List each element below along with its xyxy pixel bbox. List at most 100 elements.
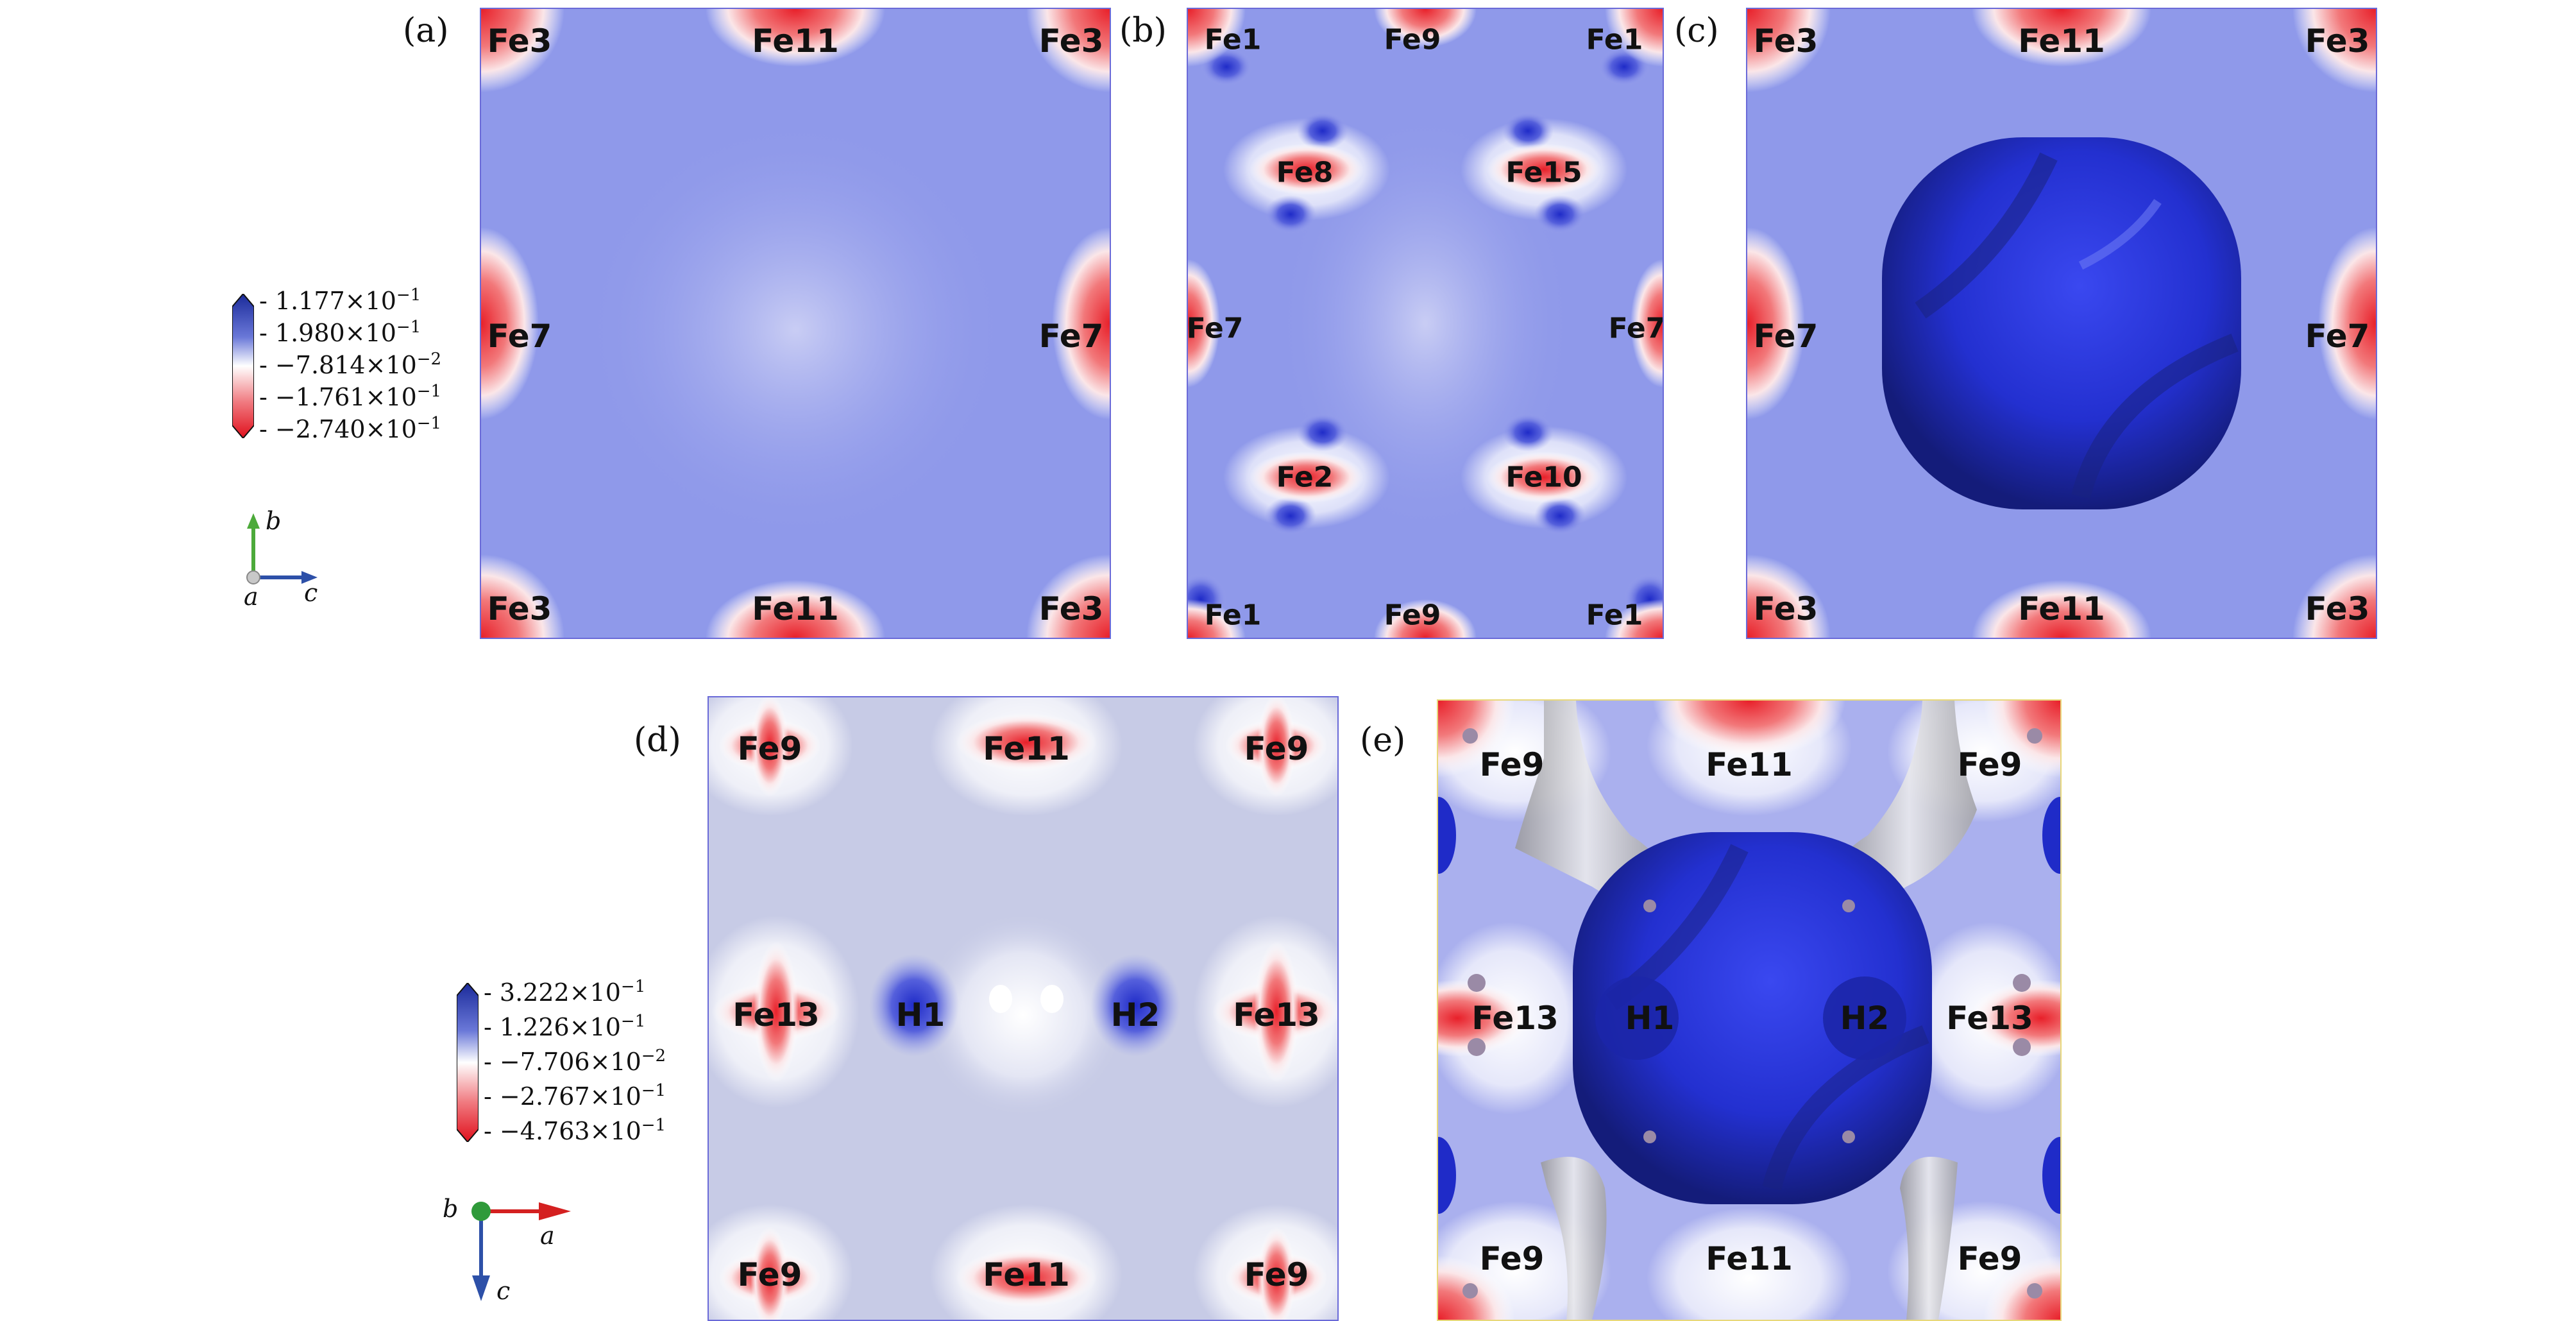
colorbar-bottom-tick: - −4.763×10−1 — [484, 1116, 666, 1145]
tick-mantissa: −7.814 — [275, 350, 366, 379]
atom-label: Fe13 — [1946, 1000, 2033, 1037]
atom-label: Fe15 — [1505, 156, 1582, 189]
grey-isosurface — [1541, 1157, 1607, 1320]
axis-c-label: c — [304, 579, 318, 607]
tick-exp: −1 — [416, 414, 442, 434]
tick-mantissa: −2.767 — [499, 1082, 590, 1111]
tick-mantissa: 1.226 — [499, 1012, 570, 1041]
panel-e-letter: (e) — [1360, 721, 1406, 760]
tick-exp: −1 — [620, 977, 646, 997]
atom-label: Fe9 — [1957, 746, 2022, 783]
panel-e-map: Fe9 Fe11 Fe9 Fe13 H1 H2 Fe13 Fe9 Fe11 Fe… — [1437, 699, 2062, 1321]
atom-label: Fe7 — [2305, 318, 2370, 355]
atom-label: Fe9 — [1957, 1240, 2022, 1277]
panel-b-contour — [1188, 9, 1663, 638]
atom-label: Fe3 — [1753, 22, 1818, 60]
isosurface — [1882, 137, 2241, 509]
axis-b-label: b — [443, 1195, 459, 1223]
axis-b-label: b — [266, 507, 282, 535]
atom-label: Fe3 — [487, 22, 552, 60]
atom-label: Fe9 — [1384, 23, 1441, 56]
atom-label: Fe8 — [1276, 156, 1334, 189]
atom-label: Fe7 — [1038, 318, 1104, 355]
panel-b-letter: (b) — [1119, 12, 1167, 50]
atom-label: Fe9 — [1384, 599, 1441, 632]
panel-e-contour — [1438, 701, 2060, 1320]
atom-label: Fe9 — [1244, 1256, 1309, 1293]
atom-label: Fe1 — [1586, 23, 1643, 56]
atom-label: Fe7 — [487, 318, 552, 355]
tick-exp: −1 — [416, 382, 442, 402]
atom-label: Fe7 — [1753, 318, 1818, 355]
atom-label: Fe11 — [2018, 590, 2105, 627]
atom-label: Fe7 — [1187, 312, 1244, 345]
tick-mantissa: −7.706 — [499, 1047, 590, 1076]
tick-mantissa: −2.740 — [275, 414, 366, 443]
axis-c-label: c — [496, 1277, 511, 1305]
axes-triad-top: b c a — [237, 507, 334, 611]
atom-label: Fe13 — [1471, 1000, 1559, 1037]
atom-label: Fe13 — [733, 996, 820, 1034]
colorbar-bottom-tick: - 3.222×10−1 — [484, 977, 646, 1007]
colorbar-top-tick: - 1.177×10−1 — [259, 286, 421, 315]
colorbar-bottom-tick: - −7.706×10−2 — [484, 1046, 666, 1076]
atom-label: Fe2 — [1276, 461, 1334, 494]
tick-exp: −2 — [641, 1046, 666, 1066]
atom-label: Fe3 — [1038, 22, 1104, 60]
atom-label: Fe3 — [487, 590, 552, 627]
atom-label: H2 — [1840, 1000, 1890, 1037]
panel-c-letter: (c) — [1674, 12, 1719, 50]
atom-label: Fe11 — [1706, 746, 1793, 783]
tick-exp: −1 — [620, 1012, 646, 1032]
atom-label: Fe9 — [1244, 730, 1309, 767]
colorbar-top-tick: - −1.761×10−1 — [259, 382, 442, 411]
panel-d-letter: (d) — [634, 721, 681, 760]
panel-c-map: Fe3 Fe11 Fe3 Fe7 Fe7 Fe3 Fe11 Fe3 — [1746, 8, 2377, 639]
atom-label: Fe9 — [1479, 746, 1545, 783]
atom-label: Fe3 — [1753, 590, 1818, 627]
panel-a-contour — [481, 9, 1110, 638]
panel-c-contour — [1747, 9, 2376, 638]
axis-a-label: a — [540, 1222, 555, 1250]
tick-mantissa: 3.222 — [499, 978, 570, 1007]
tick-exp: −1 — [641, 1081, 666, 1101]
atom-label: Fe9 — [737, 1256, 802, 1293]
grey-isosurface — [1515, 701, 1657, 897]
atom-label: Fe13 — [1233, 996, 1320, 1034]
tick-exp: −1 — [396, 286, 421, 305]
colorbar-top — [232, 293, 255, 439]
atom-label: Fe3 — [2305, 590, 2370, 627]
tick-mantissa: −1.761 — [275, 382, 366, 411]
colorbar-bottom-tick: - 1.226×10−1 — [484, 1012, 646, 1041]
atom-label: Fe3 — [1038, 590, 1104, 627]
tick-exp: −2 — [416, 350, 442, 370]
axis-a-label: a — [244, 583, 258, 611]
atom-label: Fe11 — [983, 730, 1070, 767]
atom-label: Fe11 — [752, 590, 839, 627]
atom-label: Fe1 — [1586, 599, 1643, 632]
atom-label: Fe11 — [983, 1256, 1070, 1293]
tick-mantissa: 1.177 — [275, 286, 345, 315]
tick-mantissa: 1.980 — [275, 318, 345, 347]
colorbar-top-tick: - 1.980×10−1 — [259, 318, 421, 347]
tick-mantissa: −4.763 — [499, 1116, 590, 1145]
colorbar-top-tick: - −7.814×10−2 — [259, 350, 442, 379]
colorbar-top-tick: - −2.740×10−1 — [259, 414, 442, 443]
colorbar-bottom — [456, 982, 479, 1143]
atom-label: Fe3 — [2305, 22, 2370, 60]
tick-exp: −1 — [396, 318, 421, 337]
atom-label: Fe11 — [752, 22, 839, 60]
atom-label: Fe11 — [2018, 22, 2105, 60]
isosurface — [1573, 832, 1932, 1204]
atom-label: Fe1 — [1204, 599, 1262, 632]
atom-label: Fe9 — [737, 730, 802, 767]
atom-label: Fe7 — [1608, 312, 1664, 345]
colorbar-bottom-tick: - −2.767×10−1 — [484, 1081, 666, 1111]
axes-triad-bottom: b a c — [443, 1187, 584, 1309]
atom-label: Fe1 — [1204, 23, 1262, 56]
atom-label: H1 — [1625, 1000, 1675, 1037]
atom-label: Fe11 — [1706, 1240, 1793, 1277]
panel-d-contour — [709, 697, 1337, 1320]
atom-label: H2 — [1110, 996, 1160, 1034]
panel-a-letter: (a) — [403, 12, 449, 50]
